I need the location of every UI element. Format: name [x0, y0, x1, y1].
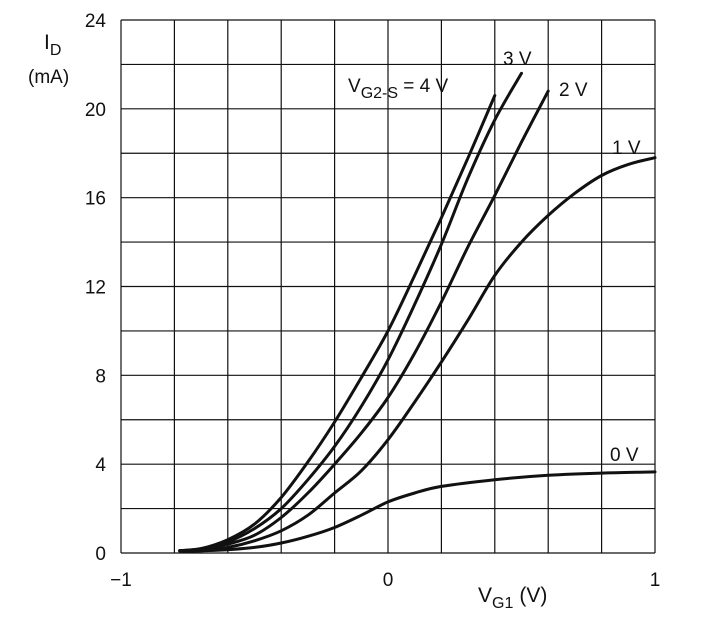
x-tick-label: 0	[383, 570, 394, 591]
y-tick-label: 0	[95, 544, 106, 565]
series-label-1v: 1 V	[612, 138, 641, 159]
legend-parameter-label: VG2-S = 4 V	[348, 76, 449, 102]
series-label-2v: 2 V	[559, 80, 588, 101]
y-tick-label: 8	[95, 366, 106, 387]
y-axis-label: ID	[44, 31, 61, 59]
series-label-3v: 3 V	[503, 49, 532, 70]
x-tick-label: −1	[110, 570, 132, 591]
y-tick-label: 20	[85, 100, 106, 121]
y-tick-label: 16	[85, 189, 106, 210]
y-tick-label: 12	[85, 278, 106, 299]
y-tick-label: 24	[85, 11, 107, 32]
x-axis-label: VG1 (V)	[478, 584, 547, 612]
series-line-3v	[178, 71, 523, 553]
series-labels: 3 V 2 V 1 V 0 V	[503, 49, 641, 466]
x-tick-label: 1	[650, 570, 661, 591]
series-curves	[178, 71, 657, 553]
y-axis-unit: (mA)	[28, 67, 69, 88]
grid-lines	[120, 19, 656, 554]
series-label-0v: 0 V	[610, 445, 639, 466]
series-line-0v	[178, 470, 657, 553]
y-tick-label: 4	[95, 455, 106, 476]
series-line-4v	[178, 94, 497, 553]
series-line-2v	[178, 89, 550, 553]
series-line-1v	[178, 156, 657, 553]
